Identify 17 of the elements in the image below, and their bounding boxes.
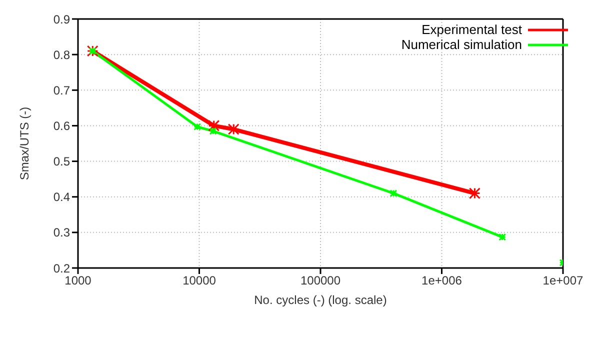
legend-label: Numerical simulation bbox=[401, 37, 522, 52]
y-tick-label: 0.2 bbox=[53, 261, 70, 276]
y-axis-title: Smax/UTS (-) bbox=[17, 106, 32, 180]
y-tick-label: 0.6 bbox=[53, 118, 70, 133]
x-axis-title: No. cycles (-) (log. scale) bbox=[254, 293, 387, 307]
y-tick-label: 0.9 bbox=[53, 12, 70, 26]
x-tick-label: 1000 bbox=[64, 274, 92, 288]
y-tick-label: 0.8 bbox=[53, 48, 70, 62]
x-tick-label: 100000 bbox=[300, 274, 341, 288]
y-tick-label: 0.3 bbox=[53, 226, 70, 240]
x-tick-label: 1e+007 bbox=[542, 274, 584, 288]
y-tick-label: 0.7 bbox=[53, 83, 70, 98]
legend-label: Experimental test bbox=[422, 22, 522, 37]
x-tick-label: 1e+006 bbox=[422, 274, 462, 288]
y-tick-label: 0.5 bbox=[53, 154, 70, 169]
x-tick-label: 10000 bbox=[182, 274, 216, 288]
y-tick-label: 0.4 bbox=[53, 190, 70, 204]
